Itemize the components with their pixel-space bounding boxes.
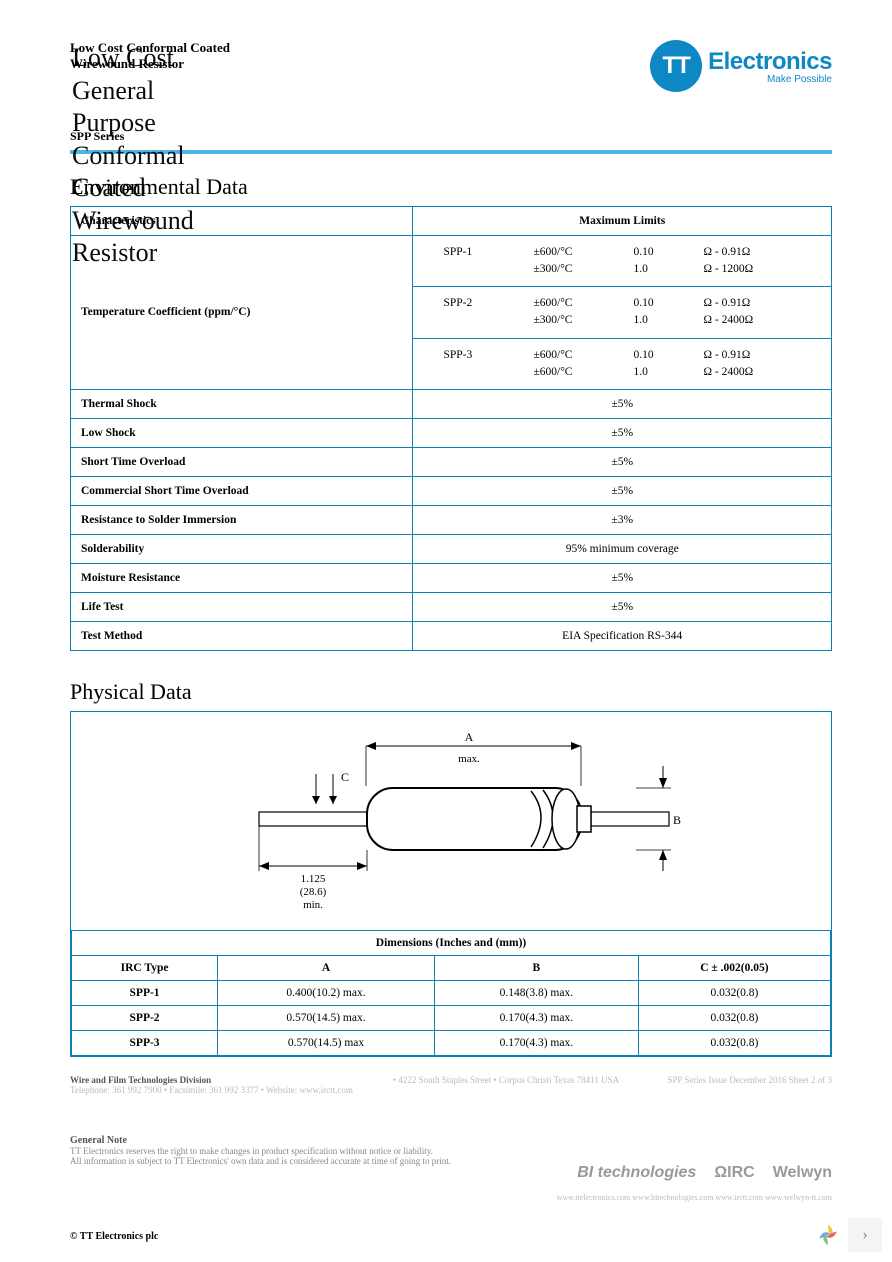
footnote: Wire and Film Technologies Division Tele… (70, 1075, 832, 1095)
lead-dim: 1.125 (301, 873, 326, 885)
dim-c: 0.032(0.8) (638, 1031, 830, 1056)
brand-irc: ΩIRC (714, 1164, 754, 1182)
issue-faded: SPP Series Issue December 2016 Sheet 2 o… (667, 1075, 832, 1095)
dim-b: 0.170(4.3) max. (434, 1006, 638, 1031)
dim-b-label: B (673, 813, 681, 827)
physical-box: A max. C B (70, 711, 832, 1057)
gen-note-title: General Note (70, 1135, 832, 1146)
gen-note-l1: TT Electronics reserves the right to mak… (70, 1146, 832, 1156)
dim-a: 0.400(10.2) max. (218, 981, 435, 1006)
copyright: © TT Electronics plc (70, 1231, 158, 1242)
env-row-label: Solderability (71, 535, 413, 564)
lead-mm: (28.6) (300, 886, 327, 898)
dim-col-header: C ± .002(0.05) (638, 956, 830, 981)
lead-sub: min. (303, 899, 323, 911)
env-row-value: ±5% (413, 477, 832, 506)
env-row-label: Thermal Shock (71, 390, 413, 419)
tempco-row: SPP-2 ±600/°C±300/°C 0.101.0 Ω - 0.91ΩΩ … (413, 287, 832, 339)
dim-a-sub: max. (458, 753, 480, 765)
logo-tagline: Make Possible (767, 74, 832, 85)
dim-a: 0.570(14.5) max (218, 1031, 435, 1056)
diagram: A max. C B (71, 712, 831, 930)
env-row-label: Moisture Resistance (71, 564, 413, 593)
dim-c-label: C (341, 770, 349, 784)
dimensions-table: Dimensions (Inches and (mm)) IRC TypeABC… (71, 930, 831, 1056)
logo-name: Electronics (708, 48, 832, 76)
env-row-value: ±5% (413, 448, 832, 477)
phys-section-title: Physical Data (70, 679, 832, 705)
env-row-value: ±5% (413, 564, 832, 593)
dim-b: 0.148(3.8) max. (434, 981, 638, 1006)
env-row-value: EIA Specification RS-344 (413, 622, 832, 651)
env-row-value: 95% minimum coverage (413, 535, 832, 564)
contact-faded: Telephone: 361 992 7900 • Facsimile: 361… (70, 1085, 353, 1095)
title-block: Low Cost General Purpose Conformal Coate… (70, 40, 230, 144)
next-page-button[interactable]: › (848, 1218, 882, 1252)
dim-a: 0.570(14.5) max. (218, 1006, 435, 1031)
dim-main-header: Dimensions (Inches and (mm)) (72, 931, 831, 956)
tempco-row: SPP-1 ±600/°C±300/°C 0.101.0 Ω - 0.91ΩΩ … (413, 235, 832, 287)
dim-col-header: IRC Type (72, 956, 218, 981)
env-row-value: ±3% (413, 506, 832, 535)
title-small-2: Wirewound Resistor (70, 56, 230, 72)
env-row-value: ±5% (413, 593, 832, 622)
env-row-value: ±5% (413, 419, 832, 448)
logo-circle-icon: TT (650, 40, 702, 92)
title-ghost: Low Cost General Purpose Conformal Coate… (72, 42, 230, 270)
env-header-max: Maximum Limits (413, 206, 832, 235)
dim-c: 0.032(0.8) (638, 1006, 830, 1031)
chevron-right-icon: › (862, 1226, 867, 1244)
general-note: General Note TT Electronics reserves the… (70, 1135, 832, 1166)
env-row-label: Test Method (71, 622, 413, 651)
dim-type: SPP-1 (72, 981, 218, 1006)
brand-logos: BI technologies ΩIRC Welwyn (577, 1164, 832, 1182)
brand-links: www.ttelectronics.com www.bitechnologies… (557, 1193, 832, 1202)
header: Low Cost General Purpose Conformal Coate… (70, 40, 832, 144)
dim-type: SPP-3 (72, 1031, 218, 1056)
brand-bi: BI technologies (577, 1164, 696, 1182)
dim-a-label: A (465, 730, 474, 744)
dim-b: 0.170(4.3) max. (434, 1031, 638, 1056)
env-row-label: Short Time Overload (71, 448, 413, 477)
env-table: Characteristics Maximum Limits Temperatu… (70, 206, 832, 652)
pager-logo-icon (814, 1221, 842, 1249)
pager: › (814, 1218, 882, 1252)
dim-col-header: B (434, 956, 638, 981)
env-row-value: ±5% (413, 390, 832, 419)
logo: TT Electronics Make Possible (650, 40, 832, 92)
env-row-label: Low Shock (71, 419, 413, 448)
env-row-label: Resistance to Solder Immersion (71, 506, 413, 535)
division: Wire and Film Technologies Division (70, 1075, 353, 1085)
dim-c: 0.032(0.8) (638, 981, 830, 1006)
dim-col-header: A (218, 956, 435, 981)
dim-type: SPP-2 (72, 1006, 218, 1031)
brand-welwyn: Welwyn (773, 1164, 832, 1182)
addr-faded: • 4222 South Staples Street • Corpus Chr… (393, 1075, 619, 1095)
env-row-label: Life Test (71, 593, 413, 622)
env-row-label: Commercial Short Time Overload (71, 477, 413, 506)
tempco-row: SPP-3 ±600/°C±600/°C 0.101.0 Ω - 0.91ΩΩ … (413, 338, 832, 390)
title-small-1: Low Cost Conformal Coated (70, 40, 230, 56)
